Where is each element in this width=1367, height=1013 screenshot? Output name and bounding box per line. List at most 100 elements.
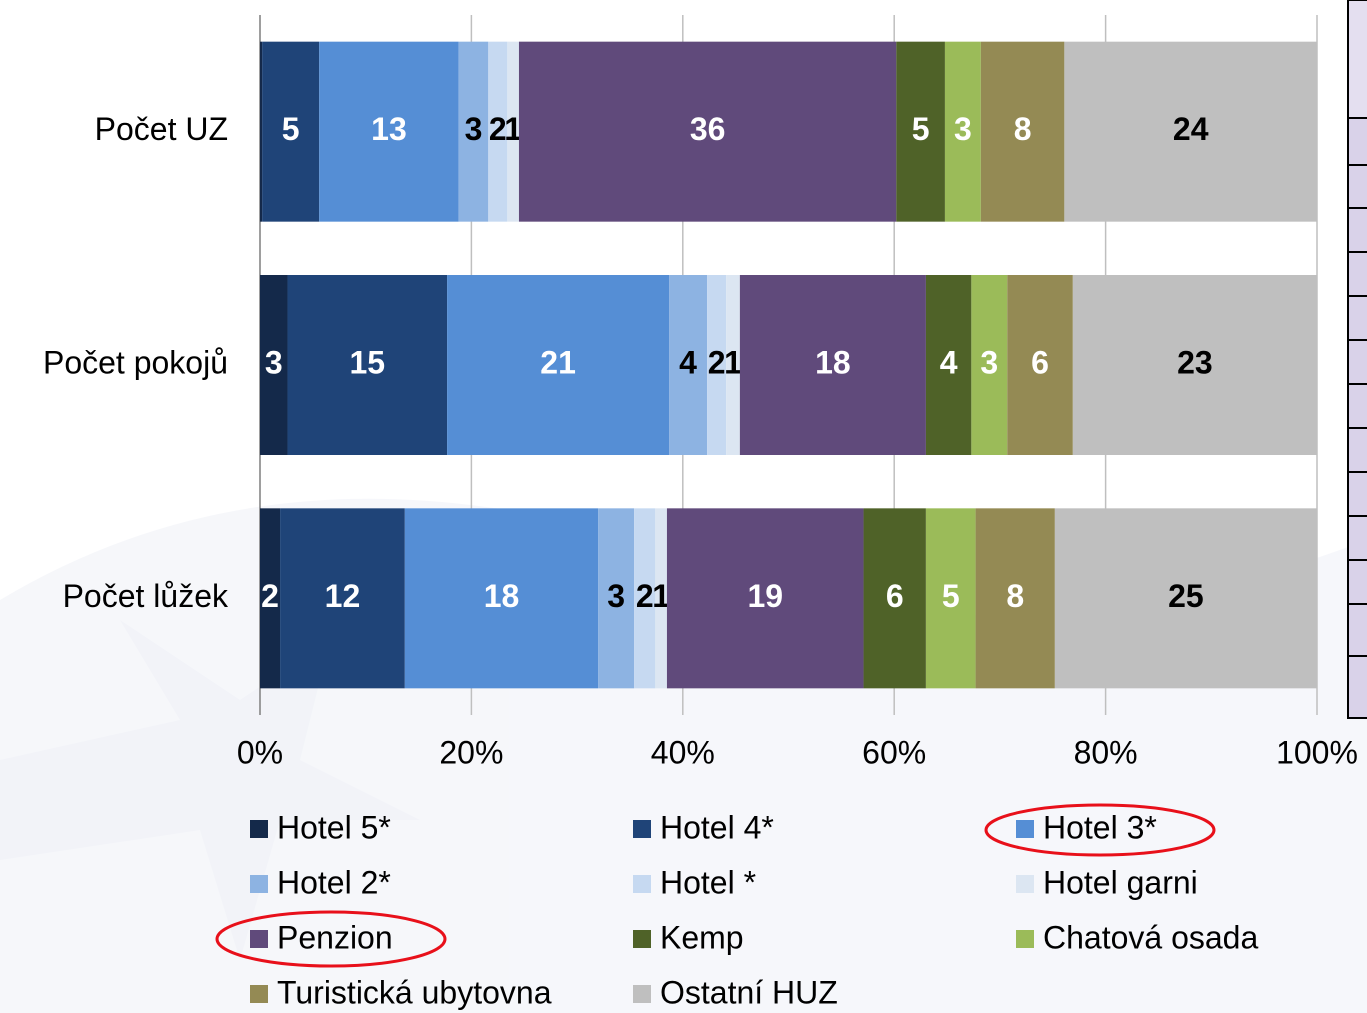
bar-segment bbox=[980, 41, 1065, 222]
bar-segment bbox=[925, 275, 972, 455]
bar-segment bbox=[726, 275, 740, 455]
legend-swatch bbox=[1016, 930, 1034, 948]
legend-label: Hotel 2* bbox=[277, 864, 391, 900]
value-label: 6 bbox=[886, 578, 904, 614]
bar-segment bbox=[447, 275, 670, 455]
bar-segment bbox=[287, 275, 448, 455]
value-label: 3 bbox=[954, 111, 972, 147]
legend-label: Hotel 3* bbox=[1043, 809, 1157, 845]
legend-swatch bbox=[633, 875, 651, 893]
value-label: 5 bbox=[912, 111, 930, 147]
value-label: 3 bbox=[465, 111, 483, 147]
legend-label: Hotel 5* bbox=[277, 809, 391, 845]
value-label: 2 bbox=[708, 344, 726, 380]
value-label: 23 bbox=[1177, 344, 1213, 380]
bar-segment bbox=[1054, 508, 1317, 689]
value-label: 3 bbox=[607, 578, 625, 614]
legend-swatch bbox=[250, 985, 268, 1003]
category-label: Počet lůžek bbox=[63, 578, 229, 614]
legend-label: Hotel * bbox=[660, 864, 756, 900]
legend-label: Penzion bbox=[277, 919, 393, 955]
value-label: 13 bbox=[371, 111, 407, 147]
value-label: 24 bbox=[1173, 111, 1209, 147]
bar-segment bbox=[944, 41, 981, 222]
bar-segment bbox=[896, 41, 945, 222]
bar-segment bbox=[655, 508, 667, 689]
legend-label: Chatová osada bbox=[1043, 919, 1258, 955]
x-tick-label: 40% bbox=[651, 734, 715, 770]
legend-swatch bbox=[1016, 875, 1034, 893]
x-tick-label: 60% bbox=[862, 734, 926, 770]
value-label: 12 bbox=[325, 578, 361, 614]
value-label: 5 bbox=[282, 111, 300, 147]
category-label: Počet pokojů bbox=[43, 344, 228, 380]
value-label: 1 bbox=[504, 111, 522, 147]
bar-segment bbox=[707, 275, 727, 455]
bar-segment bbox=[1072, 275, 1317, 455]
bar-segment bbox=[975, 508, 1055, 689]
legend-swatch bbox=[633, 820, 651, 838]
value-label: 1 bbox=[652, 578, 670, 614]
bar-segment bbox=[598, 508, 635, 689]
value-label: 1 bbox=[724, 344, 742, 380]
bar-segment bbox=[458, 41, 489, 222]
legend-label: Kemp bbox=[660, 919, 744, 955]
legend-label: Hotel 4* bbox=[660, 809, 774, 845]
value-label: 6 bbox=[1031, 344, 1049, 380]
value-label: 5 bbox=[942, 578, 960, 614]
x-tick-label: 80% bbox=[1074, 734, 1138, 770]
bar-segment bbox=[739, 275, 926, 455]
legend-swatch bbox=[1016, 820, 1034, 838]
bar-segment bbox=[260, 41, 263, 222]
bar-segment bbox=[634, 508, 656, 689]
highlight-ellipse bbox=[215, 910, 447, 968]
bar-segment bbox=[404, 508, 599, 689]
legend-label: Ostatní HUZ bbox=[660, 974, 838, 1010]
bar-segment bbox=[518, 41, 897, 222]
legend-swatch bbox=[250, 930, 268, 948]
highlight-ellipse bbox=[984, 803, 1216, 857]
value-label: 19 bbox=[747, 578, 783, 614]
bar-segment bbox=[863, 508, 926, 689]
value-label: 4 bbox=[679, 344, 697, 380]
value-label: 2 bbox=[261, 578, 279, 614]
value-label: 15 bbox=[349, 344, 385, 380]
bar-segment bbox=[488, 41, 508, 222]
value-label: 8 bbox=[1006, 578, 1024, 614]
legend-label: Hotel garni bbox=[1043, 864, 1198, 900]
bar-segment bbox=[971, 275, 1008, 455]
legend-swatch bbox=[633, 985, 651, 1003]
value-label: 2 bbox=[489, 111, 507, 147]
value-label: 18 bbox=[484, 578, 520, 614]
bar-segment bbox=[1064, 41, 1317, 222]
value-label: 4 bbox=[940, 344, 958, 380]
bar-segment bbox=[925, 508, 976, 689]
bar-segment bbox=[280, 508, 405, 689]
value-label: 18 bbox=[815, 344, 851, 380]
bar-segment bbox=[262, 41, 320, 222]
value-label: 36 bbox=[690, 111, 726, 147]
legend-swatch bbox=[250, 820, 268, 838]
legend-swatch bbox=[250, 875, 268, 893]
bar-segment bbox=[507, 41, 519, 222]
legend-swatch bbox=[633, 930, 651, 948]
x-tick-label: 0% bbox=[237, 734, 283, 770]
category-label: Počet UZ bbox=[95, 111, 228, 147]
value-label: 2 bbox=[636, 578, 654, 614]
bar-segment bbox=[319, 41, 459, 222]
value-label: 3 bbox=[265, 344, 283, 380]
bar-segment bbox=[1007, 275, 1073, 455]
bar-segment bbox=[260, 275, 288, 455]
value-label: 8 bbox=[1014, 111, 1032, 147]
legend-label: Turistická ubytovna bbox=[277, 974, 552, 1010]
side-table bbox=[1347, 0, 1367, 719]
x-tick-label: 100% bbox=[1276, 734, 1358, 770]
value-label: 21 bbox=[540, 344, 576, 380]
bar-segment bbox=[669, 275, 708, 455]
bar-segment bbox=[666, 508, 864, 689]
value-label: 3 bbox=[980, 344, 998, 380]
value-label: 25 bbox=[1168, 578, 1204, 614]
x-tick-label: 20% bbox=[439, 734, 503, 770]
bar-segment bbox=[260, 508, 281, 689]
